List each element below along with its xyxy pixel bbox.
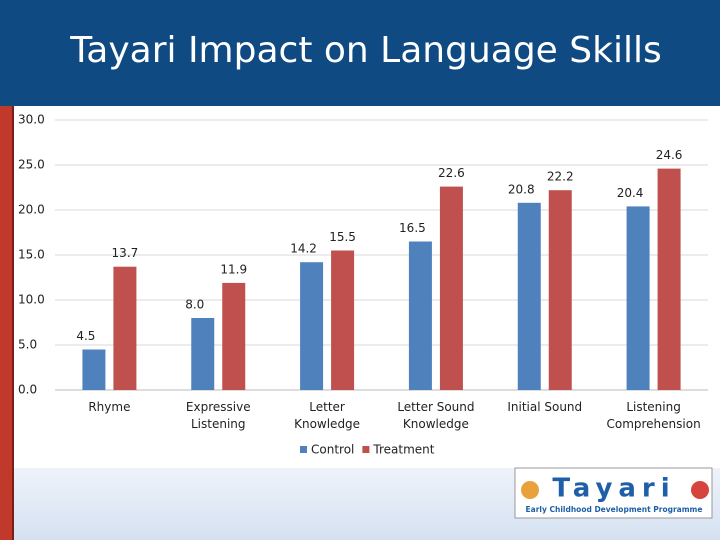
x-tick-label: Expressive Listening xyxy=(185,400,251,431)
data-label: 20.4 xyxy=(617,186,644,200)
logo-box xyxy=(514,467,713,519)
x-tick-label: Letter Knowledge xyxy=(294,400,361,431)
logo-tagline: Early Childhood Development Programme xyxy=(526,505,703,514)
legend-label: Control xyxy=(311,443,354,457)
bar xyxy=(82,349,106,390)
data-label: 11.9 xyxy=(220,262,247,276)
bar xyxy=(439,186,463,390)
data-label: 13.7 xyxy=(112,246,139,260)
y-tick-label: 0.0 xyxy=(18,383,37,397)
bar xyxy=(222,282,246,390)
data-label: 22.2 xyxy=(547,170,574,184)
bar xyxy=(626,206,650,390)
header-band xyxy=(0,0,720,106)
side-strip xyxy=(0,106,12,540)
y-tick-label: 20.0 xyxy=(18,203,45,217)
data-label: 4.5 xyxy=(76,329,95,343)
bar xyxy=(300,262,324,390)
data-label: 20.8 xyxy=(508,182,535,196)
bar xyxy=(657,168,681,390)
legend-swatch xyxy=(300,446,307,453)
legend-swatch xyxy=(362,446,370,453)
bar xyxy=(548,190,572,390)
logo-icon xyxy=(521,481,539,499)
bar xyxy=(331,250,355,390)
data-label: 14.2 xyxy=(290,242,317,256)
x-tick-label: Rhyme xyxy=(88,400,131,414)
legend-label: Treatment xyxy=(372,443,434,457)
bar xyxy=(113,266,137,390)
y-tick-label: 5.0 xyxy=(18,338,37,352)
y-tick-label: 25.0 xyxy=(18,158,45,172)
y-tick-label: 10.0 xyxy=(18,293,45,307)
x-tick-label: Letter Sound Knowledge xyxy=(397,400,475,431)
y-tick-label: 15.0 xyxy=(18,248,45,262)
data-label: 16.5 xyxy=(399,221,426,235)
data-label: 15.5 xyxy=(329,230,356,244)
logo-name: Tayari xyxy=(552,474,675,504)
x-tick-label: Initial Sound xyxy=(507,400,583,414)
data-label: 8.0 xyxy=(185,298,204,312)
data-label: 24.6 xyxy=(656,148,683,162)
y-tick-label: 30.0 xyxy=(18,113,45,127)
bar xyxy=(408,241,432,390)
bar xyxy=(517,202,541,390)
bar xyxy=(191,318,215,390)
slide-title: Tayari Impact on Language Skills xyxy=(69,30,662,71)
data-label: 22.6 xyxy=(438,166,465,180)
logo-icon xyxy=(691,481,709,499)
x-tick-label: Listening Comprehension xyxy=(606,400,701,431)
side-strip-edge xyxy=(12,106,14,540)
